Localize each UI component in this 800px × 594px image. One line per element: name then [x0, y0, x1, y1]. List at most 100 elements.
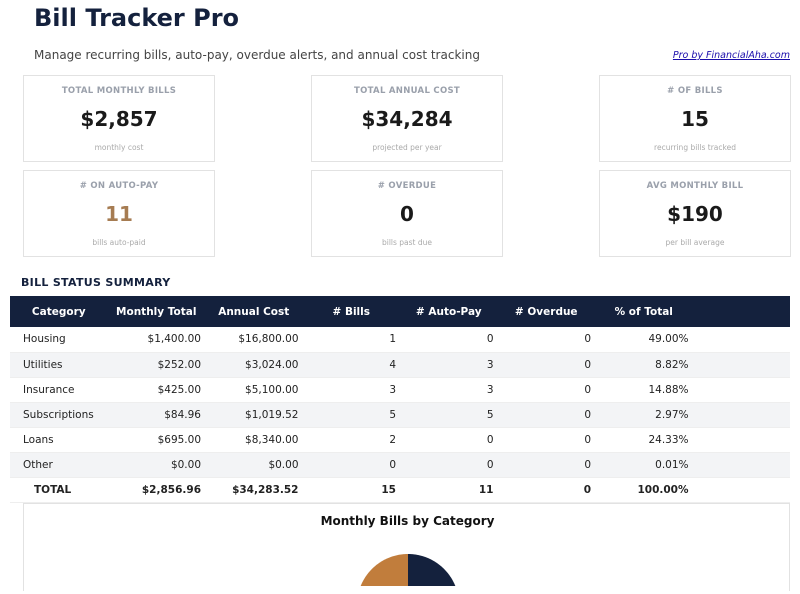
stat-card: TOTAL ANNUAL COST $34,284 projected per ye… — [311, 75, 503, 162]
column-header: Annual Cost — [205, 296, 303, 327]
table-cell: $2,856.96 — [107, 477, 205, 503]
table-row: Housing $1,400.00 $16,800.00 1 0 0 49.00% — [10, 327, 790, 353]
column-header: Category — [10, 296, 108, 327]
pie-chart: Monthly Bills by Category — [23, 503, 790, 591]
table-cell-empty — [692, 327, 790, 353]
card-label: # OF BILLS — [667, 86, 723, 96]
table-row: Other $0.00 $0.00 0 0 0 0.01% — [10, 452, 790, 478]
card-value: 11 — [105, 202, 133, 226]
pro-link[interactable]: Pro by FinancialAha.com — [672, 50, 790, 61]
table-cell: $425.00 — [107, 377, 205, 403]
stat-card: # OVERDUE 0 bills past due — [311, 170, 503, 257]
table-cell: Insurance — [10, 377, 108, 403]
card-label: # OVERDUE — [377, 181, 437, 191]
card-value: 15 — [681, 107, 709, 131]
chart-title: Monthly Bills by Category — [320, 514, 495, 528]
table-cell: 0 — [497, 427, 595, 453]
table-cell: $252.00 — [107, 352, 205, 378]
table-cell: $5,100.00 — [205, 377, 303, 403]
table-cell: 0 — [497, 402, 595, 428]
card-label: TOTAL MONTHLY BILLS — [61, 86, 177, 96]
card-subtext: bills auto-paid — [92, 238, 146, 247]
table-cell: Subscriptions — [10, 402, 108, 428]
table-cell: 49.00% — [595, 327, 693, 353]
table-cell: $34,283.52 — [205, 477, 303, 503]
table-cell: 3 — [302, 377, 400, 403]
card-subtext: projected per year — [372, 143, 442, 152]
card-label: TOTAL ANNUAL COST — [354, 86, 460, 96]
table-cell: $695.00 — [107, 427, 205, 453]
card-subtext: bills past due — [381, 238, 433, 247]
table-cell: 0.01% — [595, 452, 693, 478]
table-cell: 0 — [400, 427, 498, 453]
card-subtext: recurring bills tracked — [654, 143, 736, 152]
table-cell: 0 — [497, 327, 595, 353]
table-cell: 14.88% — [595, 377, 693, 403]
table-cell: 0 — [497, 377, 595, 403]
table-cell: Housing — [10, 327, 108, 353]
page-subtitle: Manage recurring bills, auto-pay, overdu… — [34, 48, 480, 62]
card-label: AVG MONTHLY BILL — [646, 181, 744, 191]
table-cell-empty — [692, 427, 790, 453]
section-title: BILL STATUS SUMMARY — [21, 276, 171, 289]
table-cell: $1,400.00 — [107, 327, 205, 353]
table-cell: 5 — [302, 402, 400, 428]
table-cell: $84.96 — [107, 402, 205, 428]
pie-svg — [360, 554, 456, 586]
table-cell: 0 — [302, 452, 400, 478]
summary-table: Category Monthly Total Annual Cost # Bills #… — [10, 296, 790, 503]
table-cell: 8.82% — [595, 352, 693, 378]
table-cell: 1 — [302, 327, 400, 353]
column-header: # Auto-Pay — [400, 296, 498, 327]
table-cell-empty — [692, 377, 790, 403]
table-cell-empty — [692, 402, 790, 428]
table-cell: $8,340.00 — [205, 427, 303, 453]
card-value: $2,857 — [80, 107, 158, 131]
table-row: Loans $695.00 $8,340.00 2 0 0 24.33% — [10, 427, 790, 453]
table-cell: Other — [10, 452, 108, 478]
table-cell: 3 — [400, 377, 498, 403]
table-cell: 24.33% — [595, 427, 693, 453]
column-header: # Bills — [302, 296, 400, 327]
table-row: Subscriptions $84.96 $1,019.52 5 5 0 2.97% — [10, 402, 790, 428]
column-header: # Overdue — [497, 296, 595, 327]
table-cell: 0 — [497, 477, 595, 503]
table-row: Utilities $252.00 $3,024.00 4 3 0 8.82% — [10, 352, 790, 378]
table-cell: $1,019.52 — [205, 402, 303, 428]
table-cell: 11 — [400, 477, 498, 503]
table-cell: Utilities — [10, 352, 108, 378]
card-subtext: per bill average — [665, 238, 725, 247]
table-cell: TOTAL — [10, 477, 108, 503]
page-title: Bill Tracker Pro — [34, 4, 240, 32]
table-cell-empty — [692, 477, 790, 503]
card-value: $190 — [667, 202, 723, 226]
card-value: $34,284 — [361, 107, 453, 131]
table-cell: 2 — [302, 427, 400, 453]
table-cell: 5 — [400, 402, 498, 428]
table-cell: $16,800.00 — [205, 327, 303, 353]
table-cell: 0 — [400, 327, 498, 353]
table-cell: $0.00 — [107, 452, 205, 478]
table-cell: 2.97% — [595, 402, 693, 428]
card-value: 0 — [400, 202, 414, 226]
table-row: Insurance $425.00 $5,100.00 3 3 0 14.88% — [10, 377, 790, 403]
table-cell: 0 — [497, 452, 595, 478]
column-header: % of Total — [595, 296, 693, 327]
table-cell: $3,024.00 — [205, 352, 303, 378]
table-cell: 3 — [400, 352, 498, 378]
total-row: TOTAL $2,856.96 $34,283.52 15 11 0 100.00% — [10, 477, 790, 503]
table-cell-empty — [692, 352, 790, 378]
stat-card: # OF BILLS 15 recurring bills tracked — [599, 75, 791, 162]
column-header-empty — [692, 296, 790, 327]
card-subtext: monthly cost — [94, 143, 144, 152]
table-cell: $0.00 — [205, 452, 303, 478]
card-label: # ON AUTO-PAY — [79, 181, 159, 191]
table-cell: 4 — [302, 352, 400, 378]
pie-slice-housing — [408, 554, 456, 586]
pie-slice-loans — [360, 554, 408, 586]
table-cell: 15 — [302, 477, 400, 503]
column-header: Monthly Total — [107, 296, 205, 327]
stat-card: AVG MONTHLY BILL $190 per bill average — [599, 170, 791, 257]
table-cell: 0 — [400, 452, 498, 478]
stat-card: TOTAL MONTHLY BILLS $2,857 monthly cost — [23, 75, 215, 162]
